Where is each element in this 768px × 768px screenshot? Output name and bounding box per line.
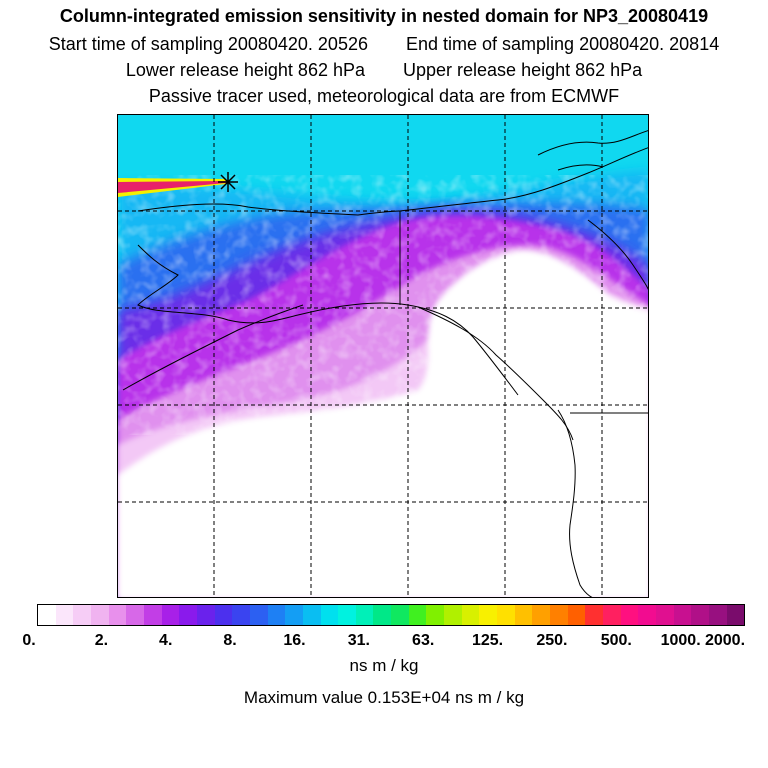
colorbar-segment [373,605,392,625]
colorbar-segment [267,605,286,625]
coastline-pacific-northwest [557,409,593,597]
colorbar-tick-label: 2000. [704,632,746,649]
colorbar-segment [38,605,56,625]
tracer-info-text: Passive tracer used, meteorological data… [148,86,620,106]
colorbar-segment [408,605,427,625]
colorbar-segment [391,605,409,625]
colorbar-segment [708,605,727,625]
colorbar-segment [620,605,639,625]
field-speckle-texture [118,175,648,435]
colorbar-segment [55,605,74,625]
end-time-text: End time of sampling 20080420. 20814 [405,34,720,54]
colorbar-tick-label: 1000. [660,632,701,649]
colorbar-segment [126,605,144,625]
release-location-marker [218,172,238,192]
colorbar-segment [532,605,551,625]
map-frame [117,114,649,598]
coastline-panhandle [417,306,574,441]
colorbar-segment [249,605,268,625]
colorbar-tick-label: 250. [536,632,568,649]
colorbar-segment [461,605,480,625]
colorbar-segment [638,605,656,625]
colorbar-tick-label: 63. [412,632,435,649]
colorbar-tick-label: 2. [94,632,109,649]
colorbar-segment [497,605,515,625]
colorbar-segment [196,605,215,625]
colorbar-segment [143,605,162,625]
colorbar-segment [479,605,498,625]
colorbar-segment [567,605,586,625]
coastline-arctic-islands [537,130,648,171]
colorbar-segment [655,605,674,625]
colorbar-segment [179,605,197,625]
release-heights-line: Lower release height 862 hPa Upper releas… [0,60,768,81]
colorbar-segment [214,605,233,625]
coastline-hudson-region [587,219,648,290]
colorbar-segment [603,605,621,625]
maximum-value-text: Maximum value 0.153E+04 ns m / kg [243,688,525,707]
lower-height-text: Lower release height 862 hPa [125,60,365,80]
colorbar-segment [673,605,692,625]
colorbar-units: ns m / kg [349,656,419,675]
coastline-alaska-north [137,203,401,216]
emission-sensitivity-map [118,115,648,597]
colorbar-segment [73,605,91,625]
start-time-text: Start time of sampling 20080420. 20526 [48,34,368,54]
colorbar-segment [514,605,533,625]
sensitivity-field [118,115,648,597]
colorbar-segment [691,605,709,625]
colorbar-segment [302,605,321,625]
coastline-aleutian-chain [122,304,304,391]
colorbar-segment [585,605,603,625]
colorbar-segment [90,605,109,625]
colorbar-segment [444,605,462,625]
colorbar-segment [232,605,250,625]
colorbar-segment [338,605,356,625]
colorbar-segment [426,605,445,625]
colorbar-segment [320,605,339,625]
colorbar-segment [161,605,180,625]
release-plume-red [118,181,226,193]
colorbar [37,604,745,626]
sampling-times-line: Start time of sampling 20080420. 20526 En… [0,34,768,55]
upper-height-text: Upper release height 862 hPa [403,60,643,80]
graticule [118,115,648,597]
colorbar-tick-label: 125. [471,632,504,649]
map-title: Column-integrated emission sensitivity i… [59,6,709,26]
colorbar-tick-label: 31. [347,632,370,649]
colorbar-tick-label: 0. [22,632,36,649]
colorbar-tick-label: 500. [600,632,632,649]
colorbar-segment [355,605,374,625]
colorbar-segment [726,605,745,625]
coastlines [122,130,648,597]
coastline-gulf-of-alaska [297,302,519,396]
colorbar-tick-label: 8. [223,632,237,649]
coastline-canadian-arctic [399,147,648,212]
colorbar-tick-label: 16. [283,632,306,649]
colorbar-segment [550,605,568,625]
colorbar-segment [108,605,127,625]
colorbar-segment [285,605,303,625]
colorbar-tick-label: 4. [159,632,173,649]
